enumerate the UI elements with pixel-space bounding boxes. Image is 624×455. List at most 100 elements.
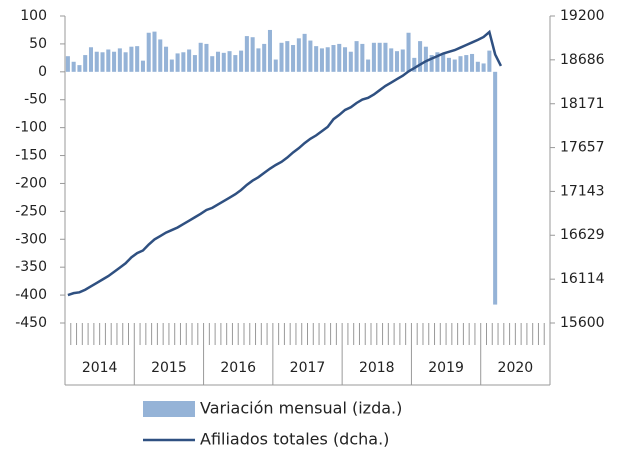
bar bbox=[129, 46, 134, 72]
bar bbox=[117, 48, 122, 72]
bar bbox=[204, 43, 209, 72]
bar bbox=[106, 49, 111, 72]
bar bbox=[169, 59, 174, 72]
bar bbox=[181, 52, 186, 72]
y-tick-label: 50 bbox=[29, 36, 47, 52]
year-label: 2016 bbox=[220, 360, 256, 376]
bar bbox=[348, 51, 353, 72]
legend-label: Variación mensual (izda.) bbox=[200, 399, 402, 418]
y-tick-label: 100 bbox=[20, 8, 47, 24]
y-tick-label: -400 bbox=[15, 287, 47, 303]
bar bbox=[487, 50, 492, 72]
bar bbox=[475, 61, 480, 72]
bar bbox=[458, 56, 463, 72]
bar bbox=[256, 48, 261, 72]
bar bbox=[412, 57, 417, 72]
bar bbox=[343, 47, 348, 72]
bar bbox=[435, 52, 440, 72]
bar bbox=[291, 45, 296, 72]
bar bbox=[152, 31, 157, 72]
bar bbox=[77, 65, 82, 72]
bar bbox=[233, 55, 238, 72]
bar bbox=[285, 41, 290, 72]
line bbox=[67, 29, 503, 297]
bar bbox=[239, 50, 244, 72]
y2-tick-label: 15600 bbox=[560, 315, 605, 331]
bar bbox=[493, 71, 498, 305]
bar bbox=[360, 43, 365, 72]
bar bbox=[302, 33, 307, 72]
year-label: 2017 bbox=[290, 360, 326, 376]
bar bbox=[146, 32, 151, 72]
y-tick-label: -150 bbox=[15, 148, 47, 164]
bar bbox=[423, 46, 428, 72]
legend-label: Afiliados totales (dcha.) bbox=[200, 430, 389, 449]
y2-tick-label: 17143 bbox=[560, 183, 605, 199]
bar bbox=[88, 47, 94, 72]
bar bbox=[140, 60, 145, 72]
bar bbox=[187, 49, 192, 72]
bar bbox=[65, 56, 70, 72]
y-tick-label: -250 bbox=[15, 203, 47, 219]
bar bbox=[377, 42, 382, 72]
bar bbox=[314, 46, 319, 72]
bar bbox=[446, 57, 451, 72]
y2-tick-label: 17657 bbox=[560, 140, 605, 156]
year-label: 2018 bbox=[359, 360, 395, 376]
bar bbox=[112, 51, 117, 72]
bar bbox=[267, 29, 272, 72]
bar bbox=[227, 51, 232, 72]
bar bbox=[452, 59, 457, 72]
bar bbox=[400, 49, 405, 72]
y2-tick-label: 16629 bbox=[560, 227, 605, 243]
bar bbox=[94, 51, 99, 72]
bar bbox=[418, 41, 423, 72]
y-tick-label: -200 bbox=[15, 175, 47, 191]
y-tick-label: -300 bbox=[15, 231, 47, 247]
y2-tick-label: 18171 bbox=[560, 96, 605, 112]
bar bbox=[354, 41, 359, 72]
bar bbox=[175, 53, 180, 72]
bar bbox=[371, 42, 376, 72]
bar bbox=[273, 59, 278, 72]
bar bbox=[296, 38, 301, 72]
bar bbox=[394, 51, 400, 72]
bar bbox=[221, 52, 226, 72]
bar bbox=[135, 46, 140, 72]
y-tick-label: -450 bbox=[15, 315, 47, 331]
bar bbox=[192, 55, 197, 72]
bar bbox=[366, 59, 371, 72]
year-label: 2020 bbox=[498, 360, 534, 376]
bar bbox=[406, 32, 411, 72]
year-label: 2014 bbox=[82, 360, 118, 376]
bar bbox=[389, 48, 394, 72]
y2-tick-label: 19200 bbox=[560, 8, 605, 24]
bar bbox=[331, 45, 336, 72]
y-tick-label: 0 bbox=[38, 64, 47, 80]
bar bbox=[319, 48, 324, 72]
y2-tick-label: 18686 bbox=[560, 52, 605, 68]
y-tick-label: -50 bbox=[24, 92, 47, 108]
bar bbox=[71, 61, 76, 72]
year-label: 2015 bbox=[151, 360, 187, 376]
bar bbox=[470, 53, 475, 72]
bar bbox=[210, 56, 215, 72]
year-label: 2019 bbox=[428, 360, 464, 376]
bar bbox=[244, 36, 249, 72]
legend-swatch bbox=[143, 401, 195, 417]
y2-tick-label: 16114 bbox=[560, 271, 605, 287]
bar bbox=[123, 52, 128, 72]
bar bbox=[308, 40, 313, 72]
bar bbox=[464, 55, 469, 72]
bar bbox=[441, 53, 446, 72]
bar bbox=[279, 42, 284, 72]
bar bbox=[262, 43, 267, 72]
bar bbox=[83, 55, 88, 72]
bar bbox=[337, 43, 342, 72]
y-tick-label: -100 bbox=[15, 120, 47, 136]
bar bbox=[198, 42, 203, 72]
bar bbox=[383, 42, 388, 72]
bar bbox=[164, 46, 169, 72]
bar bbox=[325, 47, 330, 72]
